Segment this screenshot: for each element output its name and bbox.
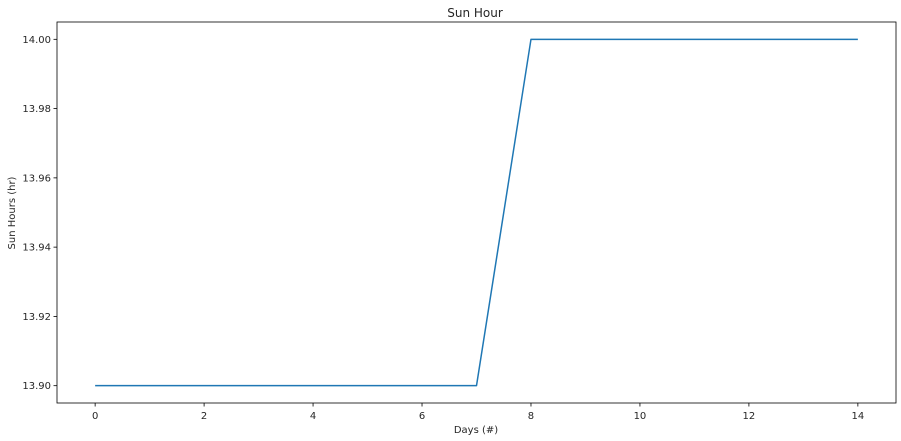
- x-tick-label: 8: [528, 411, 534, 422]
- y-axis-ticks: 13.90 13.92 13.94 13.96 13.98 14.00: [22, 35, 57, 392]
- plot-area-frame: [56, 21, 897, 404]
- y-tick-label: 13.96: [22, 173, 51, 184]
- y-tick-label: 13.98: [22, 104, 51, 115]
- y-tick-label: 14.00: [22, 35, 51, 46]
- x-tick-label: 2: [201, 411, 207, 422]
- x-tick-label: 14: [851, 411, 864, 422]
- x-tick-label: 4: [310, 411, 316, 422]
- series-line-0: [95, 38, 858, 387]
- chart-title: Sun Hour: [447, 6, 503, 20]
- y-axis-label: Sun Hours (hr): [7, 176, 18, 249]
- x-axis-ticks: 0 2 4 6 8 10 12 14: [92, 403, 864, 422]
- y-tick-label: 13.94: [22, 243, 51, 254]
- y-tick-label: 13.90: [22, 381, 51, 392]
- series-group: [95, 38, 858, 387]
- x-tick-label: 6: [419, 411, 425, 422]
- x-tick-label: 0: [92, 411, 98, 422]
- x-tick-label: 12: [743, 411, 756, 422]
- x-tick-label: 10: [634, 411, 647, 422]
- y-tick-label: 13.92: [22, 312, 51, 323]
- x-axis-label: Days (#): [454, 425, 498, 436]
